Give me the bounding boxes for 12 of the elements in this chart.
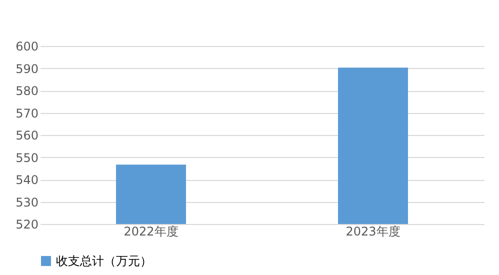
y-tick-label: 580 (16, 84, 38, 98)
y-tick-label: 530 (16, 195, 38, 210)
y-tick-label: 550 (16, 150, 38, 165)
y-tick-label: 540 (16, 173, 38, 187)
legend-label: 收支总计（万元） (56, 254, 152, 268)
y-tick-label: 560 (16, 128, 38, 142)
y-tick-label: 590 (16, 62, 38, 76)
y-tick-label: 570 (16, 106, 38, 120)
y-tick-label: 520 (16, 218, 38, 232)
x-tick-label: 2022年度 (124, 224, 178, 238)
x-tick-label: 2023年度 (346, 224, 400, 238)
y-tick-label: 600 (16, 40, 38, 54)
